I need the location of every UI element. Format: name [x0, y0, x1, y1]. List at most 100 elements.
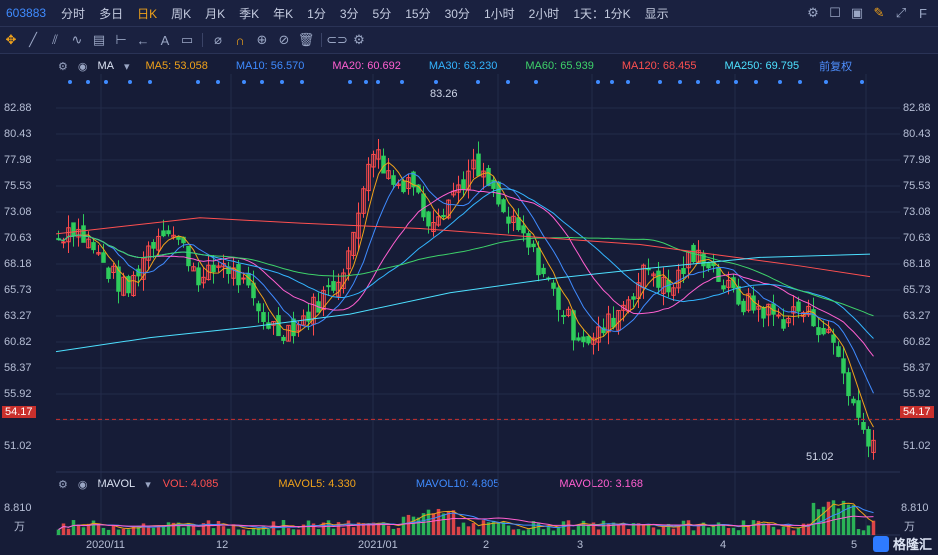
hide-icon[interactable]: ⊘	[278, 32, 290, 47]
price-tick-right-3: 75.53	[903, 180, 931, 192]
stock-code[interactable]: 603883	[6, 6, 47, 20]
period-tab-10[interactable]: 15分	[405, 6, 431, 21]
adjust-button[interactable]: 前复权	[819, 61, 853, 73]
period-tab-3[interactable]: 周K	[171, 6, 192, 21]
period-tab-12[interactable]: 1小时	[483, 6, 515, 21]
volume-bar-116	[636, 523, 641, 535]
line-tool-icon[interactable]: ╱	[29, 32, 37, 47]
pencil-icon[interactable]: ✎	[873, 5, 885, 20]
period-tab-9[interactable]: 5分	[372, 6, 392, 21]
price-tick-left-6: 68.18	[4, 258, 32, 270]
ma-name: MA	[97, 60, 114, 72]
signal-dot-11	[348, 80, 352, 84]
volume-bar-30	[206, 520, 211, 535]
trash-icon[interactable]: 🗑	[297, 32, 315, 47]
candle-body-97	[541, 267, 546, 275]
volume-bar-115	[631, 523, 636, 535]
period-tab-13[interactable]: 2小时	[528, 6, 560, 21]
comment-tool-icon[interactable]: ▭	[180, 32, 194, 47]
checkbox-icon[interactable]: ☐	[829, 5, 841, 20]
range-tool-icon[interactable]: ⊢	[115, 32, 127, 47]
settings-icon[interactable]: ⚙	[807, 5, 819, 20]
candle-body-116	[636, 282, 641, 299]
vol-unit-right: 万	[904, 521, 915, 533]
volume-bar-11	[111, 524, 116, 535]
ma-settings-icon[interactable]: ⚙	[58, 60, 68, 73]
candle-body-154	[826, 328, 831, 333]
period-tab-2[interactable]: 日K	[137, 6, 158, 21]
candle-body-90	[506, 216, 511, 224]
period-tab-0[interactable]: 分时	[61, 6, 86, 21]
volume-bar-61	[361, 523, 366, 535]
volume-bar-54	[326, 520, 331, 535]
volume-bar-97	[541, 529, 546, 535]
volume-bar-160	[856, 529, 861, 535]
volume-bar-50	[306, 520, 311, 535]
toolbar-settings-icon[interactable]: ⚙	[353, 32, 365, 47]
volume-bar-132	[716, 522, 721, 535]
channel-tool-icon[interactable]: ⫽	[52, 32, 58, 47]
signal-dot-24	[696, 80, 700, 84]
vol-settings-icon[interactable]: ⚙	[58, 478, 68, 491]
vol-name: MAVOL	[97, 478, 136, 490]
candle-body-13	[121, 276, 126, 296]
volume-bar-144	[776, 529, 781, 535]
candle-body-124	[676, 269, 681, 289]
text-tool-icon[interactable]: A	[160, 32, 170, 48]
vol-label: VOL: 4.085	[162, 478, 219, 490]
f10-icon[interactable]: F	[919, 5, 927, 21]
volume-bar-81	[461, 522, 466, 535]
camera-icon[interactable]: ▣	[850, 5, 864, 20]
vol-eye-icon[interactable]: ◉	[77, 478, 88, 491]
price-tick-left-10: 58.37	[4, 362, 32, 374]
period-tab-11[interactable]: 30分	[444, 6, 470, 21]
signal-dot-8	[260, 80, 264, 84]
volume-bar-15	[131, 526, 136, 535]
candle-body-55	[331, 281, 336, 291]
candle-body-148	[796, 301, 801, 312]
ma-eye-icon[interactable]: ◉	[77, 60, 88, 73]
display-dropdown[interactable]: 显示	[644, 6, 669, 21]
interval-dropdown[interactable]: 1天：1分K	[573, 6, 631, 21]
period-tab-5[interactable]: 季K	[239, 6, 260, 21]
link-icon[interactable]: ⊂⊃	[326, 32, 348, 47]
candle-body-86	[486, 167, 491, 187]
price-tick-right-12: 51.02	[903, 440, 931, 452]
candle-body-7	[91, 242, 96, 251]
volume-bar-62	[366, 524, 371, 535]
volume-bar-57	[341, 527, 346, 535]
date-tick-5: 4	[720, 539, 727, 551]
candle-body-68	[396, 183, 401, 186]
period-tab-1[interactable]: 多日	[99, 6, 124, 21]
volume-bar-23	[171, 522, 176, 535]
volume-bar-38	[246, 530, 251, 535]
wave-tool-icon[interactable]: ∿	[71, 32, 83, 47]
volume-bar-33	[221, 526, 226, 535]
volume-bar-0	[56, 529, 61, 535]
lock-icon[interactable]: ⊕	[256, 32, 268, 47]
period-tab-4[interactable]: 月K	[205, 6, 226, 21]
period-tab-6[interactable]: 年K	[273, 6, 294, 21]
volume-bar-46	[286, 528, 291, 535]
volume-bar-129	[701, 522, 706, 535]
vol-dropdown[interactable]: ▾	[145, 478, 151, 491]
volume-bar-135	[731, 527, 736, 535]
magnet-icon[interactable]: ∩	[235, 32, 245, 48]
signal-dot-27	[754, 80, 758, 84]
fib-tool-icon[interactable]: ▤	[92, 32, 106, 47]
arrow-tool-icon[interactable]: ←	[136, 32, 150, 48]
fullscreen-icon[interactable]: ⤢	[895, 5, 907, 20]
candle-body-89	[501, 199, 506, 213]
ma-dropdown[interactable]: ▾	[123, 60, 130, 73]
move-icon[interactable]: ✥	[5, 32, 17, 47]
volume-bar-80	[456, 526, 461, 535]
price-tick-left-4: 73.08	[4, 206, 32, 218]
volume-bar-105	[581, 520, 586, 535]
period-tab-7[interactable]: 1分	[307, 6, 326, 21]
volume-bar-55	[331, 528, 336, 535]
date-tick-4: 3	[577, 539, 584, 551]
eraser-icon[interactable]: ⌀	[214, 32, 222, 47]
period-tab-8[interactable]: 3分	[339, 6, 359, 21]
volume-bar-112	[616, 524, 621, 535]
